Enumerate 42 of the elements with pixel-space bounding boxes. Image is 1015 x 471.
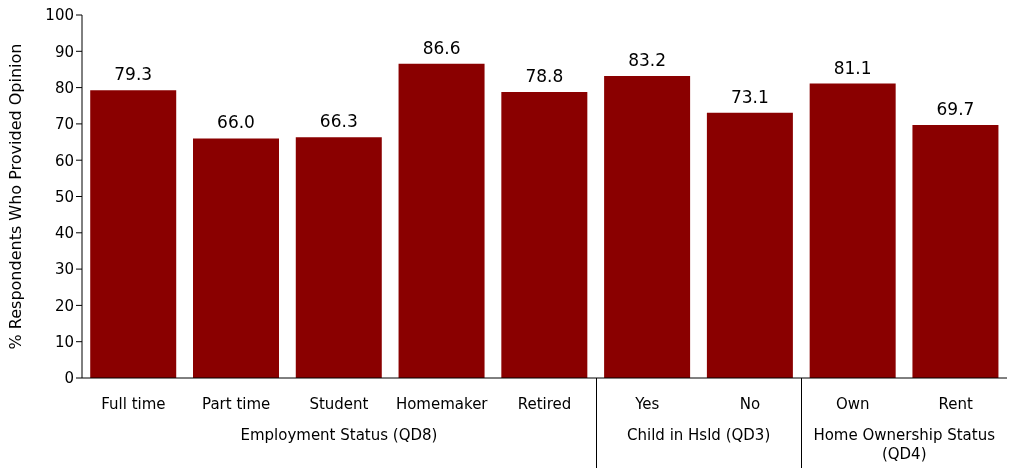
bar (706, 112, 793, 378)
x-tick-label: Homemaker (395, 394, 489, 413)
y-tick-label: 70 (54, 115, 74, 134)
data-label: 86.6 (422, 37, 461, 58)
bar (604, 75, 691, 378)
bar (809, 83, 896, 378)
y-tick-label: 30 (54, 260, 74, 279)
data-label: 69.7 (936, 98, 975, 119)
text: Home Ownership Status (QD4) (812, 426, 996, 464)
text: Employment Status (QD8) (239, 426, 439, 445)
y-tick-label: 20 (54, 296, 74, 315)
y-tick-label: 60 (54, 151, 74, 170)
x-tick-label: Yes (634, 394, 660, 413)
text: Child in Hsld (QD3) (626, 426, 772, 445)
bar (501, 91, 588, 378)
y-tick-label: 10 (54, 333, 74, 352)
data-label: 78.8 (525, 65, 564, 86)
y-tick-label: 0 (64, 369, 74, 388)
data-label: 66.0 (217, 112, 255, 133)
y-tick-label: 100 (45, 6, 74, 25)
y-tick-label: 40 (54, 224, 74, 243)
data-label: 73.1 (730, 86, 769, 107)
data-label: 81.1 (833, 57, 872, 78)
x-tick-label: Part time (202, 394, 271, 413)
data-label: 79.3 (114, 64, 153, 85)
data-label: 83.2 (628, 49, 667, 70)
y-tick-label: 50 (54, 187, 74, 206)
x-tick-label: Student (309, 394, 369, 413)
data-label: 66.3 (319, 111, 358, 132)
x-tick-label: Own (836, 394, 870, 413)
y-tick-label: 90 (54, 42, 74, 61)
x-tick-label: Rent (938, 394, 973, 413)
x-tick-label: Retired (517, 394, 572, 413)
x-tick-label: No (739, 394, 761, 413)
x-tick-label: Full time (101, 394, 166, 413)
y-axis-title: % Respondents Who Provided Opinion (5, 43, 25, 350)
bar (295, 137, 382, 378)
bar (398, 63, 485, 378)
y-tick-label: 80 (54, 78, 74, 97)
bar (193, 138, 279, 378)
bar (90, 90, 177, 378)
bar (912, 124, 999, 378)
